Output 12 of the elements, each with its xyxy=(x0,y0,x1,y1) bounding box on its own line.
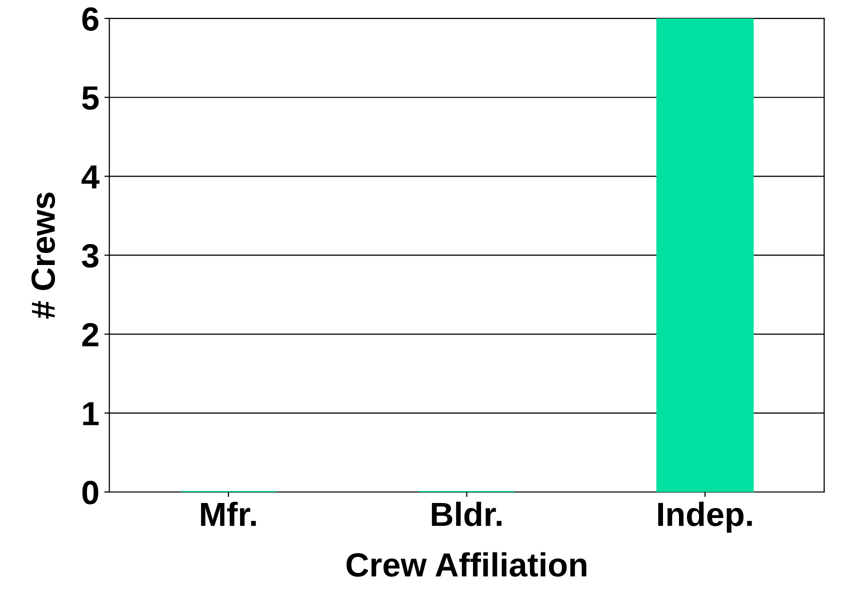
x-tick-label: Bldr. xyxy=(432,502,502,526)
y-tick-label: 4 xyxy=(82,165,100,188)
y-tick-label: 3 xyxy=(82,244,98,268)
y-tick-label: 5 xyxy=(82,86,99,110)
y-tick-label: 6 xyxy=(82,7,98,31)
y-tick-label: 1 xyxy=(83,402,99,426)
y-tick-label: 2 xyxy=(82,322,98,346)
x-tick-label: Indep. xyxy=(658,502,752,533)
x-tick-label: Mfr. xyxy=(201,502,256,526)
x-axis-title: Crew Affiliation xyxy=(346,552,586,577)
y-axis-title: # Crews xyxy=(31,192,56,319)
y-tick-label: 0 xyxy=(82,480,98,504)
